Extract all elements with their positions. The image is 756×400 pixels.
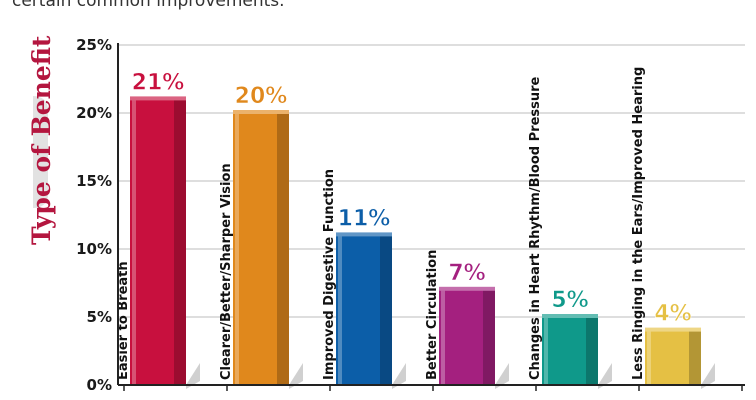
category-label: Easier to Breath bbox=[116, 261, 131, 380]
bars: Easier to Breath 21% Clearer/Better/Sharpe… bbox=[116, 67, 743, 391]
bar-shadow bbox=[289, 363, 303, 389]
bar-top bbox=[645, 327, 701, 332]
bar-highlight bbox=[441, 289, 445, 385]
bar-top bbox=[130, 96, 186, 101]
bar-shadow bbox=[392, 363, 406, 389]
y-tick-label: 25% bbox=[76, 36, 112, 54]
bar-group: Better Circulation 7% bbox=[425, 250, 509, 389]
data-label: 4% bbox=[654, 302, 691, 327]
data-label: 20% bbox=[235, 84, 288, 109]
category-label: Improved Digestive Function bbox=[322, 169, 337, 380]
bar-highlight bbox=[544, 317, 548, 385]
data-label: 21% bbox=[132, 70, 185, 95]
intro-text: certain common improvements. bbox=[12, 0, 285, 11]
bar-shadow bbox=[495, 363, 509, 389]
category-label: Better Circulation bbox=[425, 250, 440, 380]
gridlines bbox=[118, 44, 745, 318]
bar-highlight bbox=[132, 99, 136, 386]
category-label: Less Ringing in the Ears/Improved Hearin… bbox=[631, 67, 646, 380]
bar-shadow bbox=[186, 363, 200, 389]
bar-side bbox=[380, 235, 392, 385]
category-label: Changes in Heart Rhythm/Blood Pressure bbox=[528, 76, 543, 380]
bar-top bbox=[233, 110, 289, 114]
bar-side bbox=[586, 317, 598, 385]
y-tick-label: 5% bbox=[87, 308, 112, 326]
bar-side bbox=[483, 289, 495, 385]
y-axis-label-group: Type of Benefit bbox=[27, 35, 56, 245]
bar-shadow bbox=[701, 363, 715, 389]
y-tick-label: 20% bbox=[76, 104, 112, 122]
bar-group: Changes in Heart Rhythm/Blood Pressure 5% bbox=[528, 76, 612, 389]
data-label: 7% bbox=[448, 261, 485, 286]
bar-side bbox=[689, 330, 701, 385]
bar-top bbox=[336, 232, 392, 237]
y-axis-label-shadow bbox=[33, 96, 48, 208]
bar-side bbox=[277, 113, 289, 385]
y-axis-label: Type of Benefit bbox=[27, 35, 56, 245]
y-tick-labels: 0% 5% 10% 15% 20% 25% bbox=[76, 36, 112, 394]
bar-highlight bbox=[235, 113, 239, 385]
y-tick-label: 15% bbox=[76, 172, 112, 190]
bar-shadow bbox=[598, 363, 612, 389]
y-tick-label: 10% bbox=[76, 240, 112, 258]
category-label: Clearer/Better/Sharper Vision bbox=[219, 163, 234, 380]
bar-group: Easier to Breath 21% bbox=[116, 70, 200, 389]
bar-group: Improved Digestive Function 11% bbox=[322, 169, 406, 389]
y-tick-label: 0% bbox=[87, 376, 112, 394]
bar-highlight bbox=[338, 235, 342, 385]
bar-group: Clearer/Better/Sharper Vision 20% bbox=[219, 84, 303, 389]
bar-group: Less Ringing in the Ears/Improved Hearin… bbox=[631, 67, 715, 389]
bar-top bbox=[439, 286, 495, 291]
data-label: 11% bbox=[338, 206, 391, 231]
bar-highlight bbox=[647, 330, 651, 385]
bar-side bbox=[174, 99, 186, 386]
bar-top bbox=[542, 314, 598, 318]
data-label: 5% bbox=[551, 288, 588, 313]
